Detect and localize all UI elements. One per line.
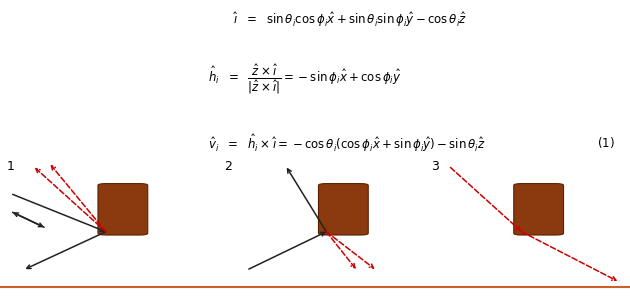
FancyArrowPatch shape	[13, 194, 104, 231]
FancyArrowPatch shape	[326, 232, 355, 268]
FancyArrowPatch shape	[249, 232, 325, 269]
Text: 3: 3	[432, 160, 440, 173]
Text: 1: 1	[6, 160, 14, 173]
FancyArrowPatch shape	[450, 167, 520, 231]
Text: 2: 2	[224, 160, 231, 173]
Text: $(1)$: $(1)$	[597, 135, 614, 150]
Text: $\hat{h}_i\ \ =\ \ \dfrac{\hat{z}\times\hat{\imath}}{|\hat{z}\times\hat{\imath}|: $\hat{h}_i\ \ =\ \ \dfrac{\hat{z}\times\…	[208, 62, 401, 96]
FancyArrowPatch shape	[326, 232, 374, 268]
FancyArrowPatch shape	[52, 166, 106, 232]
Text: $\hat{\imath}\ \ =\ \ \sin\theta_i\cos\phi_i\hat{x}+\sin\theta_i\sin\phi_i\hat{y: $\hat{\imath}\ \ =\ \ \sin\theta_i\cos\p…	[233, 10, 467, 28]
FancyArrowPatch shape	[522, 232, 616, 280]
FancyArrowPatch shape	[14, 213, 44, 227]
FancyBboxPatch shape	[319, 184, 368, 235]
Text: $\hat{v}_i\ \ =\ \ \hat{h}_i\times\hat{\imath}=-\cos\theta_i(\cos\phi_i\hat{x}+\: $\hat{v}_i\ \ =\ \ \hat{h}_i\times\hat{\…	[208, 132, 486, 154]
FancyBboxPatch shape	[514, 184, 563, 235]
FancyArrowPatch shape	[13, 212, 43, 227]
FancyBboxPatch shape	[98, 184, 147, 235]
FancyArrowPatch shape	[36, 169, 106, 232]
FancyArrowPatch shape	[287, 169, 326, 232]
FancyArrowPatch shape	[26, 232, 106, 269]
